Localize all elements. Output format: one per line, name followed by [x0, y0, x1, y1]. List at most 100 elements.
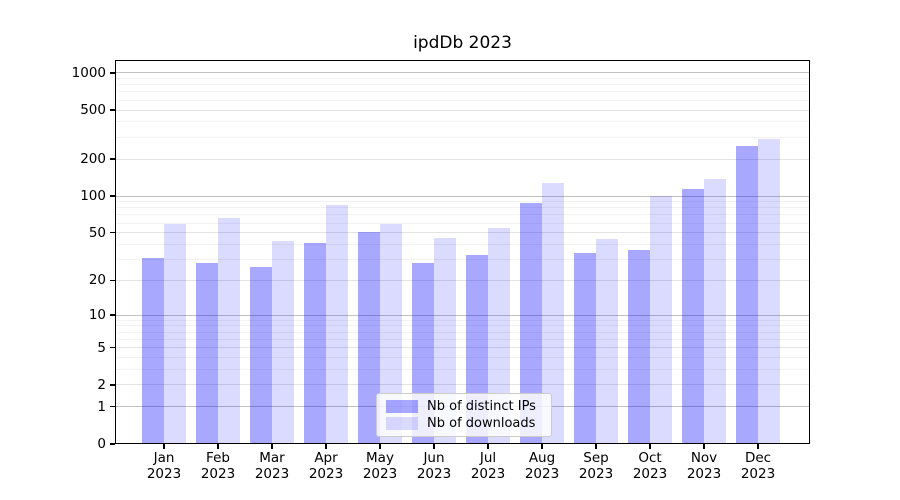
x-tick-label-apr: Apr 2023: [308, 450, 344, 482]
bar-downloads-may: [380, 224, 402, 444]
x-tick-mark-jan: [163, 444, 165, 449]
y-tick-label-1000: 1000: [71, 64, 106, 81]
bar-distinct-ips-sep: [574, 252, 596, 444]
x-tick-mark-jun: [433, 444, 435, 449]
bar-downloads-feb: [218, 218, 240, 444]
gridline-minor-900: [115, 78, 810, 79]
x-tick-mark-feb: [217, 444, 219, 449]
x-tick-mark-dec: [757, 444, 759, 449]
bar-downloads-jun: [434, 238, 456, 444]
gridline-minor-300: [115, 136, 810, 138]
legend-label-downloads: Nb of downloads: [427, 416, 536, 432]
legend-label-distinct-ips: Nb of distinct IPs: [427, 398, 536, 414]
gridline-100: [115, 195, 810, 197]
gridline-minor-400: [115, 121, 810, 123]
x-tick-label-aug: Aug 2023: [524, 450, 560, 482]
bar-distinct-ips-may: [358, 231, 380, 444]
gridline-minor-600: [115, 99, 810, 101]
x-tick-mark-may: [379, 444, 381, 449]
bar-downloads-apr: [326, 204, 348, 444]
x-tick-label-jun: Jun 2023: [416, 450, 452, 482]
x-tick-mark-mar: [271, 444, 273, 449]
y-tick-label-5: 5: [97, 339, 106, 356]
gridline-minor-60: [115, 222, 810, 224]
x-tick-mark-sep: [595, 444, 597, 449]
y-tick-label-0: 0: [97, 436, 106, 452]
gridline-1000: [115, 72, 810, 74]
gridline-2: [115, 384, 810, 386]
x-tick-label-jul: Jul 2023: [470, 450, 506, 482]
legend-swatch-distinct-ips: [386, 399, 418, 413]
gridline-500: [115, 109, 810, 111]
x-tick-label-mar: Mar 2023: [254, 450, 290, 482]
y-tick-label-2: 2: [97, 376, 106, 393]
y-tick-mark-0: [110, 443, 115, 445]
y-tick-mark-5: [110, 347, 115, 349]
gridline-minor-70: [115, 214, 810, 216]
x-tick-label-nov: Nov 2023: [686, 450, 722, 482]
x-tick-label-dec: Dec 2023: [740, 450, 776, 482]
gridline-minor-3: [115, 369, 810, 371]
bars-layer: [115, 60, 810, 444]
legend-item-downloads: Nb of downloads: [386, 416, 542, 431]
bar-downloads-oct: [650, 196, 672, 444]
y-tick-label-100: 100: [80, 188, 106, 205]
x-tick-mark-oct: [649, 444, 651, 449]
bar-distinct-ips-nov: [682, 188, 704, 444]
plot-area: [115, 60, 810, 444]
y-tick-mark-1: [110, 406, 115, 408]
gridline-50: [115, 232, 810, 234]
legend-item-distinct-ips: Nb of distinct IPs: [386, 399, 542, 414]
x-tick-mark-apr: [325, 444, 327, 449]
y-tick-label-20: 20: [88, 272, 106, 289]
y-tick-mark-20: [110, 279, 115, 282]
y-tick-mark-10: [110, 314, 115, 316]
y-tick-label-200: 200: [80, 151, 106, 168]
gridline-200: [115, 158, 810, 160]
bar-distinct-ips-mar: [250, 266, 272, 444]
bar-downloads-sep: [596, 239, 618, 444]
bar-distinct-ips-jan: [142, 257, 164, 444]
x-tick-mark-jul: [487, 444, 489, 449]
bar-distinct-ips-apr: [304, 243, 326, 444]
y-tick-label-10: 10: [88, 307, 106, 324]
y-tick-label-1: 1: [97, 398, 106, 415]
gridline-minor-40: [115, 243, 810, 245]
y-tick-mark-50: [110, 232, 115, 234]
y-tick-mark-200: [110, 158, 115, 160]
gridline-minor-700: [115, 91, 810, 93]
legend: Nb of distinct IPs Nb of downloads: [376, 393, 552, 437]
gridline-10: [115, 314, 810, 316]
chart-title: ipdDb 2023: [413, 33, 512, 53]
bar-distinct-ips-feb: [196, 263, 218, 444]
gridline-minor-9: [115, 319, 810, 321]
bar-distinct-ips-dec: [736, 146, 758, 444]
legend-swatch-downloads: [386, 417, 418, 431]
y-tick-mark-500: [110, 109, 115, 111]
bar-downloads-mar: [272, 240, 294, 444]
x-tick-label-sep: Sep 2023: [578, 450, 614, 482]
bar-distinct-ips-oct: [628, 250, 650, 444]
bar-downloads-dec: [758, 138, 780, 444]
gridline-minor-30: [115, 259, 810, 261]
gridline-minor-800: [115, 84, 810, 86]
x-tick-label-may: May 2023: [362, 450, 398, 482]
bar-distinct-ips-aug: [520, 203, 542, 444]
gridline-5: [115, 347, 810, 349]
x-tick-mark-aug: [541, 444, 543, 449]
y-tick-mark-100: [110, 195, 115, 197]
x-tick-label-jan: Jan 2023: [146, 450, 182, 482]
y-tick-label-500: 500: [80, 102, 106, 119]
x-tick-mark-nov: [703, 444, 705, 449]
gridline-20: [115, 279, 810, 281]
bar-downloads-aug: [542, 183, 564, 444]
x-tick-label-feb: Feb 2023: [200, 450, 236, 482]
gridline-minor-8: [115, 325, 810, 327]
y-tick-label-50: 50: [88, 224, 106, 241]
bar-downloads-jan: [164, 224, 186, 444]
bar-downloads-nov: [704, 179, 726, 444]
gridline-minor-80: [115, 207, 810, 209]
gridline-minor-4: [115, 357, 810, 359]
gridline-minor-6: [115, 338, 810, 340]
gridline-minor-7: [115, 331, 810, 333]
